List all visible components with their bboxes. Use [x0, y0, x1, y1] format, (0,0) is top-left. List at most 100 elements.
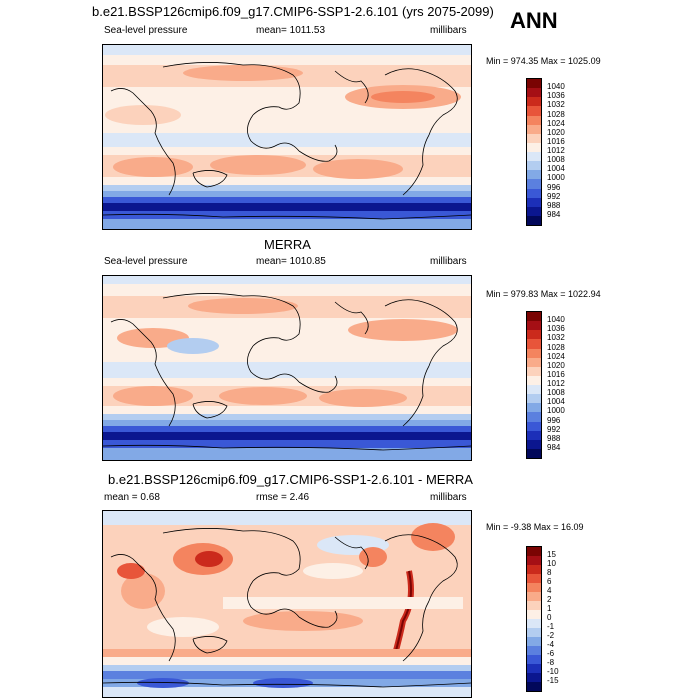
- colorbar-tick-label: 1016: [547, 136, 565, 146]
- panel1-mean-label: mean= 1011.53: [256, 25, 326, 36]
- colorbar-swatch: [527, 646, 541, 655]
- colorbar-tick-label: 1016: [547, 369, 565, 379]
- colorbar-swatch: [527, 88, 541, 98]
- colorbar-tick-label: -8: [547, 658, 555, 667]
- colorbar-tick-label: 15: [547, 550, 556, 559]
- panel3-minmax: Min = -9.38 Max = 16.09: [486, 522, 584, 532]
- colorbar-swatch: [527, 673, 541, 682]
- colorbar-swatch: [527, 133, 541, 143]
- colorbar-swatch: [527, 348, 541, 358]
- colorbar-tick-label: 1036: [547, 324, 565, 334]
- colorbar-swatch: [527, 79, 541, 89]
- colorbar-swatch: [527, 664, 541, 673]
- colorbar-swatch: [527, 637, 541, 646]
- colorbar-swatch: [527, 628, 541, 637]
- colorbar-swatch: [527, 375, 541, 385]
- colorbar-swatch: [527, 565, 541, 574]
- colorbar-swatch: [527, 556, 541, 565]
- colorbar-swatch: [527, 215, 541, 225]
- panel2-units-label: millibars: [430, 256, 467, 267]
- colorbar-swatch: [527, 206, 541, 216]
- panel1-map: [102, 44, 472, 230]
- colorbar-tick-label: 6: [547, 577, 552, 586]
- colorbar-tick-label: 992: [547, 424, 561, 434]
- panel1-colorbar-labels: 1040 1036 1032 1028 1024 1020 1016 1012 1008 1004…: [547, 78, 587, 226]
- colorbar-swatch: [527, 321, 541, 331]
- colorbar-swatch: [527, 592, 541, 601]
- panel2-field-label: Sea-level pressure: [104, 256, 188, 267]
- colorbar-swatch: [527, 448, 541, 458]
- colorbar-tick-label: 0: [547, 613, 552, 622]
- colorbar-swatch: [527, 610, 541, 619]
- colorbar-tick-label: 4: [547, 586, 552, 595]
- colorbar-swatch: [527, 179, 541, 189]
- colorbar-swatch: [527, 619, 541, 628]
- colorbar-swatch: [527, 170, 541, 180]
- colorbar-tick-label: 1020: [547, 127, 565, 137]
- colorbar-tick-label: 1: [547, 604, 552, 613]
- colorbar-swatch: [527, 583, 541, 592]
- panel1-minmax: Min = 974.35 Max = 1025.09: [486, 56, 601, 66]
- colorbar-swatch: [527, 412, 541, 422]
- colorbar-tick-label: 988: [547, 433, 561, 443]
- panel2-map: [102, 275, 472, 461]
- colorbar-tick-label: 1008: [547, 155, 565, 165]
- colorbar-tick-label: 1028: [547, 109, 565, 119]
- colorbar-tick-label: 1012: [547, 146, 565, 155]
- colorbar-swatch: [527, 115, 541, 125]
- colorbar-tick-label: -2: [547, 631, 555, 640]
- colorbar-swatch: [527, 142, 541, 152]
- colorbar-swatch: [527, 655, 541, 664]
- colorbar-swatch: [527, 439, 541, 449]
- colorbar-tick-label: 1000: [547, 406, 565, 416]
- colorbar-swatch: [527, 188, 541, 198]
- colorbar-swatch: [527, 97, 541, 107]
- colorbar-tick-label: 1004: [547, 397, 565, 407]
- colorbar-swatch: [527, 547, 541, 556]
- colorbar-tick-label: 1032: [547, 333, 565, 343]
- colorbar-tick-label: -6: [547, 649, 555, 658]
- panel2-minmax: Min = 979.83 Max = 1022.94: [486, 289, 601, 299]
- colorbar-tick-label: 1012: [547, 379, 565, 388]
- colorbar-tick-label: 1000: [547, 173, 565, 183]
- colorbar-tick-label: 996: [547, 182, 561, 192]
- colorbar-tick-label: 1040: [547, 315, 565, 325]
- panel1-colorbar: [526, 78, 542, 226]
- colorbar-tick-label: 992: [547, 191, 561, 201]
- colorbar-tick-label: 1040: [547, 82, 565, 92]
- colorbar-tick-label: 988: [547, 200, 561, 210]
- colorbar-swatch: [527, 339, 541, 349]
- colorbar-tick-label: 1024: [547, 118, 565, 128]
- panel2-mean-label: mean= 1010.85: [256, 256, 326, 267]
- panel2-colorbar-labels: 1040 1036 1032 1028 1024 1020 1016 1012 1008 1004…: [547, 311, 587, 459]
- colorbar-tick-label: 1020: [547, 360, 565, 370]
- colorbar-tick-label: 10: [547, 559, 556, 568]
- colorbar-tick-label: 996: [547, 415, 561, 425]
- colorbar-swatch: [527, 197, 541, 207]
- panel1-units-label: millibars: [430, 25, 467, 36]
- colorbar-swatch: [527, 312, 541, 322]
- colorbar-swatch: [527, 106, 541, 116]
- colorbar-swatch: [527, 124, 541, 134]
- colorbar-swatch: [527, 330, 541, 340]
- panel3-colorbar: [526, 546, 542, 692]
- colorbar-swatch: [527, 421, 541, 431]
- colorbar-swatch: [527, 385, 541, 395]
- panel3-colorbar-labels: 15 10 8 6 4 2 1 0 -1 -2 -4 -6 -8 -10 -15: [547, 546, 587, 692]
- colorbar-swatch: [527, 574, 541, 583]
- colorbar-tick-label: 2: [547, 595, 552, 604]
- panel3-rmse-label: rmse = 2.46: [256, 492, 310, 503]
- panel3-map: [102, 510, 472, 698]
- colorbar-swatch: [527, 357, 541, 367]
- panel3-units-label: millibars: [430, 492, 467, 503]
- colorbar-tick-label: 984: [547, 209, 561, 219]
- panel2-colorbar: [526, 311, 542, 459]
- colorbar-tick-label: 984: [547, 442, 561, 452]
- colorbar-tick-label: 8: [547, 568, 552, 577]
- colorbar-swatch: [527, 403, 541, 413]
- colorbar-swatch: [527, 394, 541, 404]
- colorbar-tick-label: 1004: [547, 164, 565, 174]
- colorbar-swatch: [527, 601, 541, 610]
- colorbar-tick-label: 1024: [547, 351, 565, 361]
- colorbar-swatch: [527, 161, 541, 171]
